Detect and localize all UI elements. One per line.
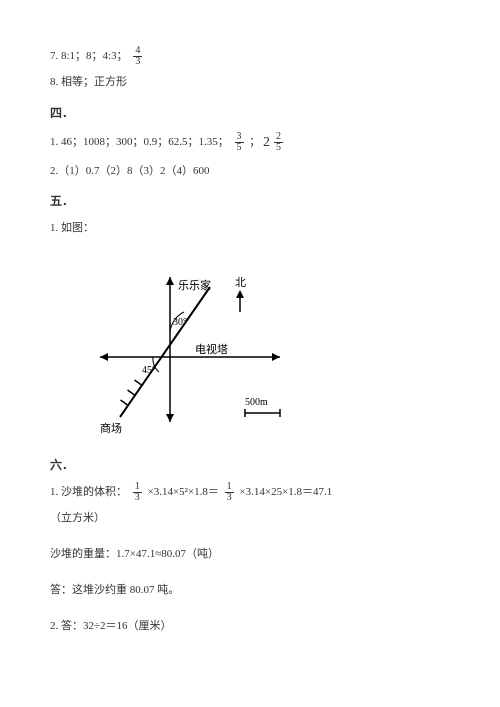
item-7: 7. 8:1；8；4:3； 4 3	[50, 46, 450, 67]
sec4-line1-prefix: 1. 46；1008；300；0.9；62.5；1.35；	[50, 137, 229, 149]
q1-weight: 沙堆的重量：1.7×47.1≈80.07（吨）	[50, 545, 450, 565]
label-tower: 电视塔	[195, 342, 228, 356]
diagram: 30° 45° 乐乐家 北 电视塔 商场 500m	[80, 257, 450, 437]
sec4-sep: ；	[249, 137, 260, 149]
sec6-q2: 2. 答：32÷2＝16（厘米）	[50, 617, 450, 637]
label-home: 乐乐家	[178, 278, 211, 292]
item-8: 8. 相等；正方形	[50, 73, 450, 93]
q1-mid2: ×3.14×25×1.8＝47.1	[239, 486, 332, 498]
q1-answer: 答：这堆沙约重 80.07 吨。	[50, 581, 450, 601]
diagram-svg: 30° 45° 乐乐家 北 电视塔 商场 500m	[80, 257, 320, 437]
q1-prefix: 1. 沙堆的体积：	[50, 486, 127, 498]
arrow-up	[166, 277, 174, 285]
label-mall: 商场	[100, 421, 122, 435]
mixed-frac: 2 5	[274, 132, 283, 153]
arrow-left	[100, 353, 108, 361]
label-north: 北	[235, 276, 246, 289]
section-6-heading: 六．	[50, 455, 450, 477]
sec5-line1: 1. 如图：	[50, 219, 450, 239]
sec4-line2: 2.（1）0.7（2）8（3）2（4）600	[50, 162, 450, 182]
tick2	[128, 390, 135, 395]
tick3	[135, 380, 142, 385]
section-5-heading: 五．	[50, 191, 450, 213]
item-7-prefix: 7. 8:1；8；4:3；	[50, 50, 128, 62]
mixed-2-2-5: 2 2 5	[263, 130, 286, 155]
sec6-q1-line1: 1. 沙堆的体积： 1 3 ×3.14×5²×1.8＝ 1 3 ×3.14×25…	[50, 482, 450, 503]
fraction-4-3: 4 3	[133, 46, 142, 67]
section-4-heading: 四．	[50, 103, 450, 125]
tick1	[121, 400, 128, 405]
arrow-right	[272, 353, 280, 361]
fraction-1-3a: 1 3	[133, 482, 142, 503]
north-arrow	[236, 290, 244, 298]
arrow-down	[166, 414, 174, 422]
label-30: 30°	[173, 317, 187, 328]
fraction-3-5: 3 5	[235, 132, 244, 153]
q1-mid1: ×3.14×5²×1.8＝	[148, 486, 219, 498]
label-45: 45°	[142, 365, 156, 376]
sec4-line1: 1. 46；1008；300；0.9；62.5；1.35； 3 5 ； 2 2 …	[50, 130, 450, 155]
q1-unit: （立方米）	[50, 509, 450, 529]
fraction-1-3b: 1 3	[225, 482, 234, 503]
label-scale: 500m	[245, 397, 268, 408]
